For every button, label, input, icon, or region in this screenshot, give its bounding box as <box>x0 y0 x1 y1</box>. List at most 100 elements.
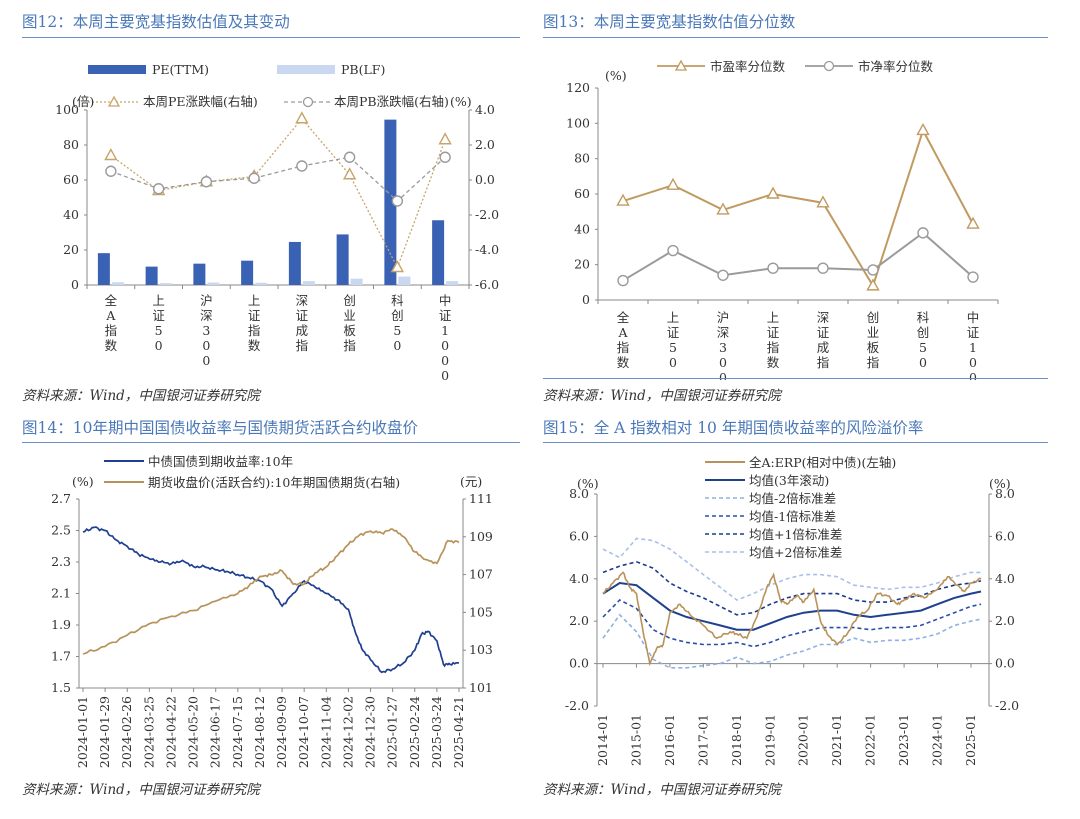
fig12-category-7-char-4: 0 <box>441 353 449 368</box>
fig12-legend-pe-swatch <box>88 65 146 74</box>
fig12-pe-bar-7 <box>432 220 445 285</box>
fig14-left-tick-4: 2.3 <box>51 554 71 569</box>
fig13-pe-point-6 <box>916 122 930 136</box>
fig14-x-label-15: 2025-02-24 <box>407 696 422 768</box>
fig12-pb-bar-7 <box>446 281 459 285</box>
fig13-category-3-char-2: 指 <box>767 340 780 355</box>
fig12-pe-bar-4 <box>288 241 301 285</box>
fig15-series-line-4 <box>602 560 982 616</box>
fig15-x-label-7: 2021-01 <box>829 714 844 766</box>
fig13-title-rule <box>543 37 1048 38</box>
fig13-legend: 市盈率分位数 市净率分位数 <box>657 59 934 74</box>
fig12-legend-pe-chg-marker <box>107 95 121 107</box>
fig14-title: 图14：10年期中国国债收益率与国债期货活跃合约收盘价 <box>22 419 418 437</box>
fig12-pb-chg-point-2 <box>200 176 213 188</box>
fig12-right-tick-4: 2.0 <box>475 137 495 152</box>
fig14-series-line-1 <box>82 528 460 655</box>
fig14-x-label-0: 2024-01-01 <box>75 696 90 768</box>
fig15-legend-m1sd: 均值-1倍标准差 <box>749 509 836 524</box>
fig14-x-label-1: 2024-01-29 <box>97 696 112 768</box>
fig14-series-line-0 <box>82 526 460 674</box>
fig15-series-line-5 <box>602 537 981 601</box>
fig13-left-tick-6: 120 <box>566 80 590 95</box>
fig13-pb-point-4 <box>817 262 829 274</box>
fig13-category-2-char-2: 3 <box>719 340 727 355</box>
fig13-category-5-char-3: 指 <box>867 355 880 370</box>
fig15-legend-erp: 全A:ERP(相对中债)(左轴) <box>749 455 896 470</box>
fig12-category-3-char-3: 数 <box>248 338 261 353</box>
fig13-source: 资料来源：Wind，中国银河证券研究院 <box>543 388 781 404</box>
fig15-x-label-1: 2015-01 <box>628 714 643 766</box>
fig14-right-tick-0: 101 <box>469 680 493 695</box>
fig12-category-4-char-1: 证 <box>296 308 309 323</box>
fig12-category-1-char-2: 5 <box>155 323 163 338</box>
fig15-legend-p1sd: 均值+1倍标准差 <box>749 527 842 542</box>
fig13-legend-pb-marker <box>823 60 835 72</box>
fig14-legend-futures: 期货收盘价(活跃合约):10年期国债期货(右轴) <box>148 475 400 490</box>
fig13-pb-point-3 <box>767 262 779 274</box>
fig15-legend-m2sd: 均值-2倍标准差 <box>749 491 836 506</box>
fig14-x-label-3: 2024-03-25 <box>141 696 156 768</box>
fig13-pe-point-7 <box>966 216 980 229</box>
fig12-pb-bar-0 <box>111 282 124 285</box>
fig14-left-tick-0: 1.5 <box>51 680 71 695</box>
fig12-category-0-char-2: 指 <box>105 323 118 338</box>
fig13-category-3-char-0: 上 <box>767 310 780 325</box>
fig15-series-line-1 <box>602 581 982 631</box>
fig13-left-unit: (%) <box>605 68 627 83</box>
fig12-pe-bar-1 <box>145 266 158 285</box>
fig15-plot: -2.0 0.0 2.0 4.0 6.0 8.0 -2.0 0.0 2.0 4.0 6.0 8.0 20… <box>565 486 1019 766</box>
fig12-category-2-char-1: 深 <box>200 308 213 323</box>
fig15-left-tick-3: 4.0 <box>569 571 589 586</box>
fig12-pb-bar-3 <box>255 282 268 285</box>
fig14-legend: 中债国债到期收益率:10年 期货收盘价(活跃合约):10年期国债期货(右轴) <box>104 454 400 490</box>
fig13-title: 图13：本周主要宽基指数估值分位数 <box>543 13 796 31</box>
fig12-category-7-char-1: 证 <box>439 308 452 323</box>
fig13-category-5-char-2: 板 <box>867 340 880 355</box>
fig13-category-0-char-0: 全 <box>617 310 630 325</box>
fig14-x-label-7: 2024-07-15 <box>230 696 245 768</box>
fig15-legend-mean: 均值(3年滚动) <box>749 473 829 488</box>
fig12-legend-pb-swatch <box>277 65 335 74</box>
fig12-legend: PE(TTM) PB(LF) 本周PE涨跌幅(右轴) 本周PB涨跌幅(右轴) <box>88 62 449 109</box>
fig15-series-line-0 <box>602 571 982 667</box>
fig12-left-unit: (倍) <box>72 94 94 109</box>
fig15-chart: 全A:ERP(相对中债)(左轴) 均值(3年滚动) 均值-2倍标准差 均值-1倍… <box>565 455 1019 766</box>
fig12-category-5-char-0: 创 <box>343 293 356 308</box>
fig12-category-6-char-1: 创 <box>391 308 404 323</box>
fig12-pb-chg-point-7 <box>439 151 451 163</box>
fig14-left-unit: (%) <box>72 474 94 489</box>
fig15-x-label-11: 2025-01 <box>963 714 978 766</box>
fig14-x-label-11: 2024-11-04 <box>318 696 333 768</box>
fig14-right-tick-2: 105 <box>469 604 493 619</box>
fig13-bottom-rule <box>543 378 1048 379</box>
fig14-right-tick-4: 109 <box>469 529 493 544</box>
fig13-category-5-char-1: 业 <box>867 325 880 340</box>
fig13-series-line-0 <box>622 127 974 289</box>
fig13-legend-pe-marker <box>674 59 688 71</box>
fig12-category-5-char-2: 板 <box>343 323 356 338</box>
fig15-right-tick-5: 8.0 <box>995 486 1015 501</box>
fig13-pb-point-6 <box>917 227 929 239</box>
fig13-category-2-char-3: 0 <box>719 355 727 370</box>
fig14-source: 资料来源：Wind，中国银河证券研究院 <box>22 782 260 798</box>
fig15-right-tick-0: -2.0 <box>995 698 1019 713</box>
fig12-panel: 图12：本周主要宽基指数估值及其变动 PE(TTM) PB(LF) 本周PE涨跌… <box>22 0 520 410</box>
fig12-category-1-char-3: 0 <box>155 338 163 353</box>
fig12-category-1-char-1: 证 <box>152 308 165 323</box>
fig14-x-label-5: 2024-05-20 <box>186 696 201 768</box>
fig12-title-rule <box>22 37 520 38</box>
fig12-pb-chg-point-0 <box>105 165 117 177</box>
fig14-chart: 中债国债到期收益率:10年 期货收盘价(活跃合约):10年期国债期货(右轴) (… <box>51 454 493 768</box>
fig12-category-7-char-5: 0 <box>441 368 449 380</box>
fig12-left-tick-1: 20 <box>63 242 79 257</box>
fig15-left-tick-1: 0.0 <box>569 656 589 671</box>
fig13-category-4-char-1: 证 <box>817 325 830 340</box>
fig12-legend-pb: PB(LF) <box>341 62 385 77</box>
fig13-category-7-char-0: 中 <box>967 310 980 325</box>
fig15-left-unit: (%) <box>577 476 599 491</box>
fig13-pe-point-3 <box>766 186 780 199</box>
fig14-x-label-8: 2024-08-12 <box>252 696 267 768</box>
fig13-category-7-char-3: 0 <box>969 355 977 370</box>
fig12-pe-chg-point-4 <box>295 111 309 124</box>
